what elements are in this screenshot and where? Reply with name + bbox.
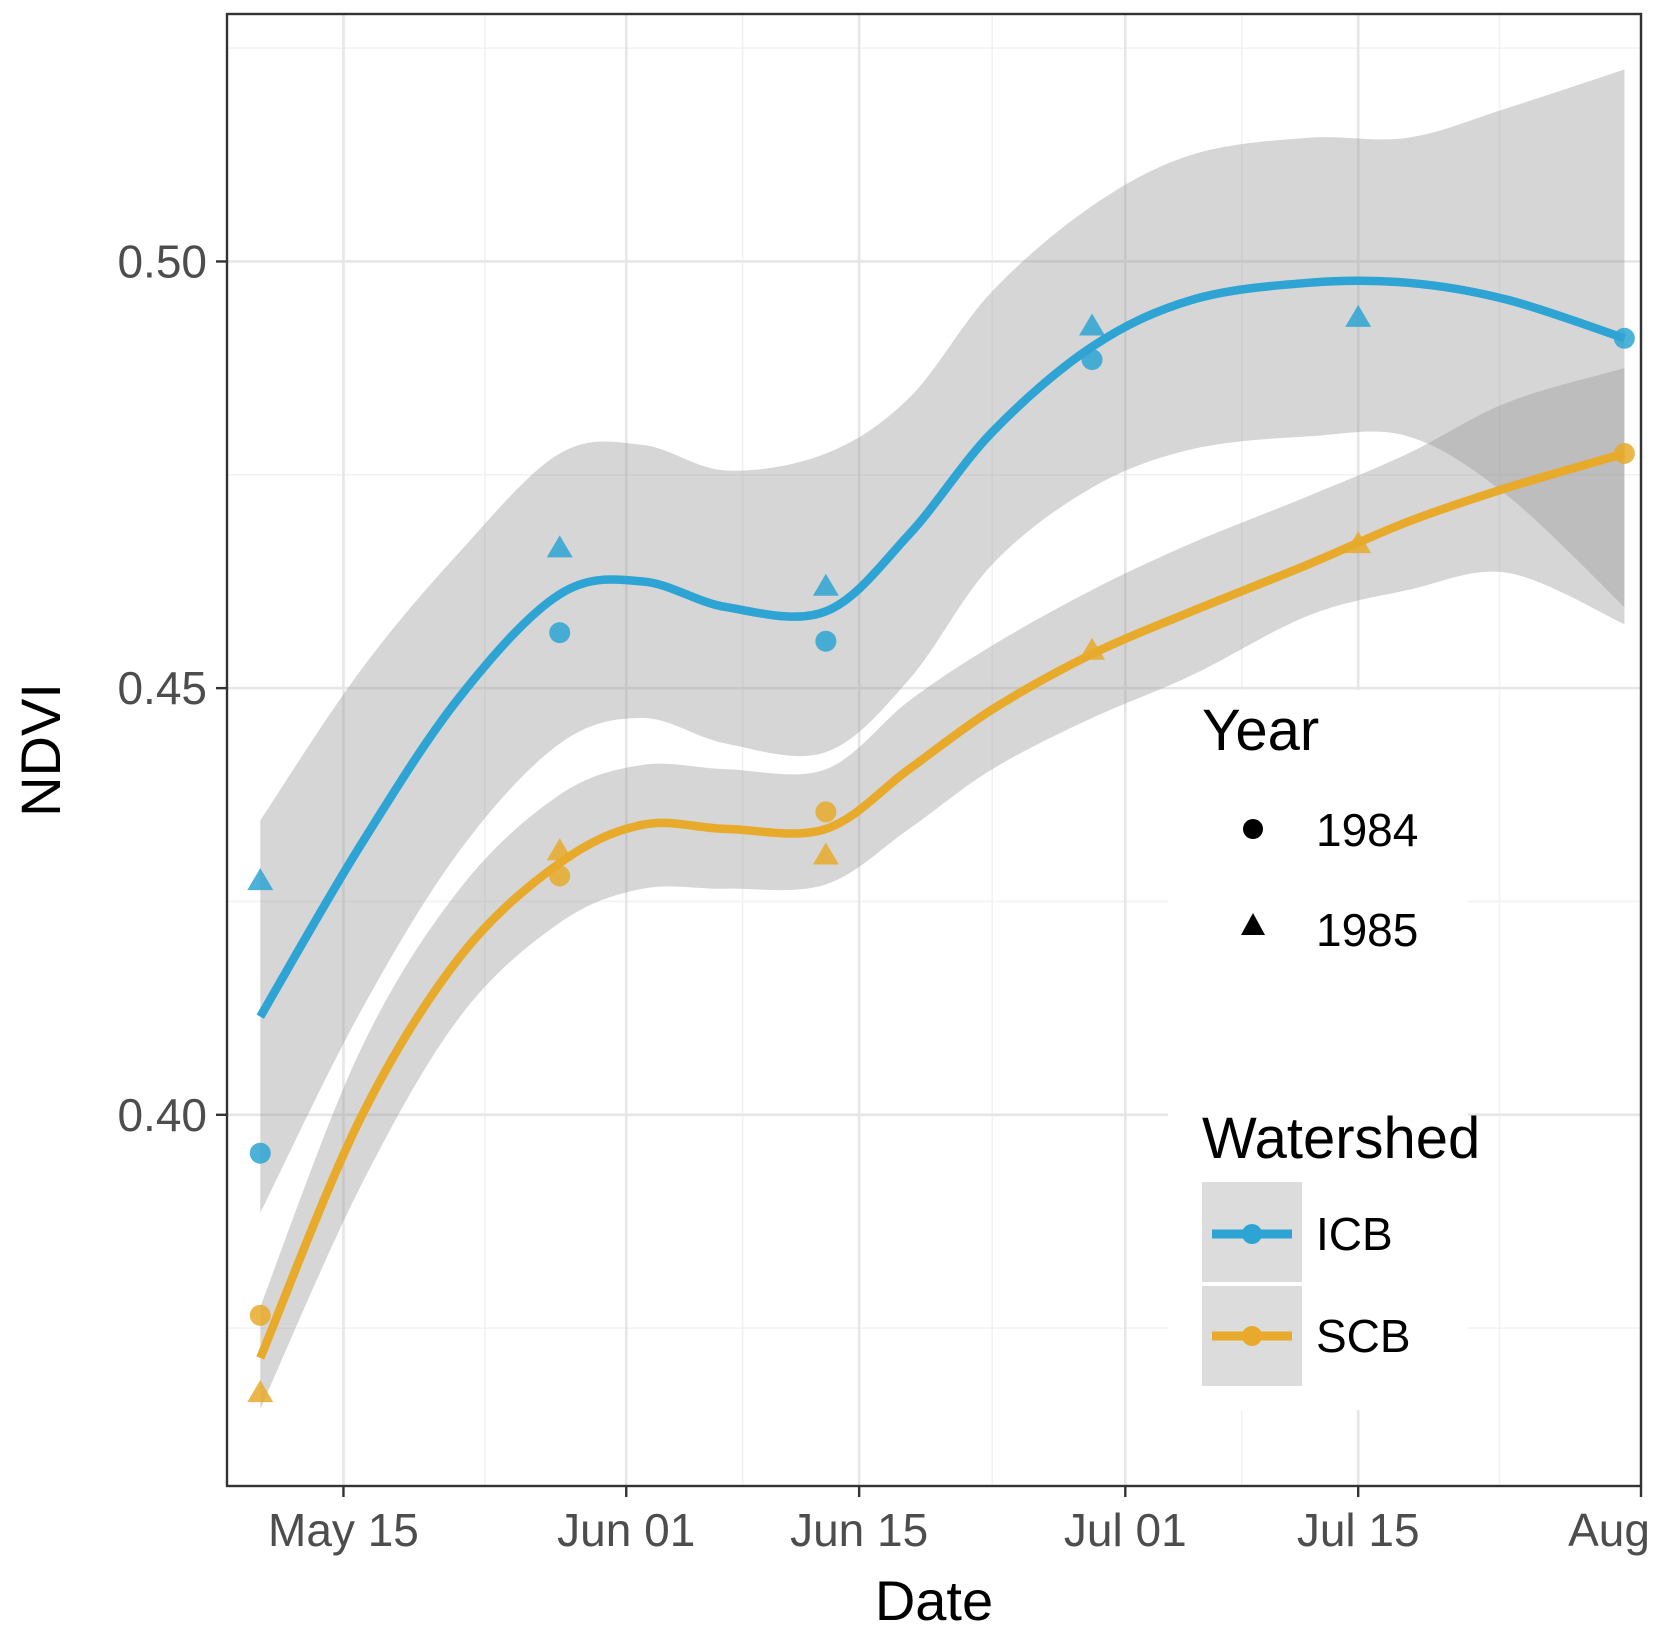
- icb-point-1985: [1345, 304, 1372, 327]
- legend-year-title: Year: [1202, 698, 1319, 763]
- legend-icb-label: ICB: [1316, 1208, 1393, 1260]
- icb-point-1985: [247, 868, 274, 891]
- legend-scb-point-icon: [1242, 1326, 1262, 1346]
- y-tick-label: 0.45: [117, 662, 207, 714]
- legend-1984-circle-icon: [1243, 819, 1263, 839]
- scb-point-1985: [1345, 531, 1372, 554]
- icb-point-1985: [812, 573, 839, 596]
- legend-scb-label: SCB: [1316, 1310, 1411, 1362]
- x-axis-title: Date: [875, 1569, 993, 1632]
- scb-point-1984: [249, 1304, 271, 1326]
- smooth-lines: [256, 276, 1626, 1360]
- scb-point-1984: [815, 801, 837, 823]
- y-tick-label: 0.40: [117, 1089, 207, 1141]
- scb-point-1985: [812, 842, 839, 865]
- scb-point-1985: [546, 838, 573, 861]
- x-tick-label: Aug 01: [1568, 1504, 1658, 1556]
- y-tick-label: 0.50: [117, 235, 207, 287]
- icb-confidence-ribbon: [260, 69, 1625, 1213]
- legend: Year 1984 1985 Watershed ICB SCB: [1168, 690, 1480, 1410]
- x-tick-label: Jul 15: [1297, 1504, 1420, 1556]
- legend-1985-triangle-icon: [1241, 913, 1265, 935]
- scb-point-1985: [247, 1380, 274, 1403]
- x-tick-label: Jun 15: [790, 1504, 928, 1556]
- icb-smooth-line: [256, 276, 1626, 1019]
- icb-point-1984: [549, 622, 571, 644]
- x-tick-label: May 15: [268, 1504, 419, 1556]
- y-axis-title: NDVI: [9, 683, 72, 817]
- legend-1984-label: 1984: [1316, 804, 1418, 856]
- legend-watershed-title: Watershed: [1202, 1106, 1480, 1171]
- x-tick-label: Jul 01: [1064, 1504, 1187, 1556]
- data-points: [247, 304, 1635, 1403]
- y-axis: 0.40 0.45 0.50: [117, 235, 227, 1141]
- scb-point-1984: [1613, 442, 1635, 464]
- legend-1985-label: 1985: [1316, 904, 1418, 956]
- plot-border: [225, 12, 1643, 1488]
- scb-smooth-line: [256, 449, 1626, 1360]
- scb-point-1985: [1079, 637, 1106, 660]
- icb-point-1984: [1081, 349, 1103, 371]
- icb-point-1985: [1079, 313, 1106, 336]
- x-tick-label: Jun 01: [557, 1504, 695, 1556]
- x-axis: May 15 Jun 01 Jun 15 Jul 01 Jul 15 Aug 01: [268, 1486, 1658, 1556]
- legend-icb-point-icon: [1242, 1224, 1262, 1244]
- icb-point-1985: [546, 535, 573, 558]
- icb-point-1984: [815, 630, 837, 652]
- icb-point-1984: [1613, 327, 1635, 349]
- icb-point-1984: [249, 1142, 271, 1164]
- scb-point-1984: [549, 865, 571, 887]
